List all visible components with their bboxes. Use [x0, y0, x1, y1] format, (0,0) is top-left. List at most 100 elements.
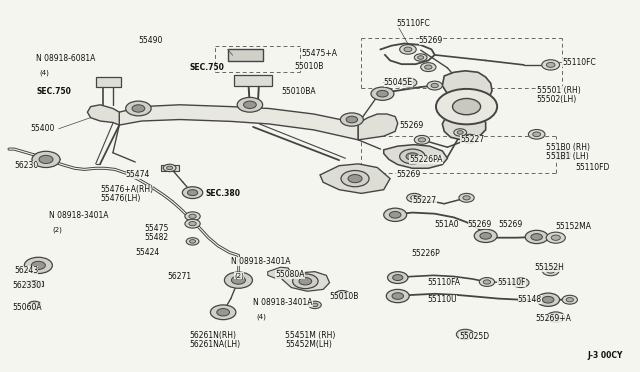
- Text: 56243: 56243: [14, 266, 38, 275]
- Text: 55269: 55269: [468, 220, 492, 229]
- Circle shape: [414, 135, 429, 144]
- Circle shape: [532, 132, 541, 137]
- Text: 551A0: 551A0: [435, 220, 460, 229]
- Circle shape: [547, 62, 555, 67]
- Circle shape: [431, 83, 438, 88]
- Text: 55269: 55269: [399, 121, 424, 129]
- Text: J-3 00CY: J-3 00CY: [588, 350, 623, 360]
- Circle shape: [335, 291, 350, 299]
- Text: 55010B: 55010B: [294, 61, 324, 71]
- Text: 56261N(RH): 56261N(RH): [189, 331, 236, 340]
- Circle shape: [483, 280, 491, 284]
- Circle shape: [390, 211, 401, 218]
- Circle shape: [474, 229, 497, 243]
- Text: 55110FA: 55110FA: [427, 278, 460, 287]
- Circle shape: [554, 150, 570, 160]
- Circle shape: [463, 196, 470, 200]
- Text: 55269: 55269: [499, 220, 523, 229]
- Text: (2): (2): [234, 272, 244, 279]
- Circle shape: [457, 131, 463, 134]
- Text: N 08918-6081A: N 08918-6081A: [36, 54, 96, 63]
- Text: 55152MA: 55152MA: [556, 222, 592, 231]
- Text: 55476(LH): 55476(LH): [100, 195, 141, 203]
- Circle shape: [182, 187, 203, 199]
- Circle shape: [542, 296, 554, 303]
- Circle shape: [419, 138, 426, 142]
- Polygon shape: [234, 75, 272, 86]
- Circle shape: [346, 116, 358, 123]
- Circle shape: [466, 137, 474, 141]
- Text: 55226P: 55226P: [412, 249, 440, 258]
- Circle shape: [371, 87, 394, 100]
- Circle shape: [411, 196, 418, 200]
- Polygon shape: [228, 49, 262, 61]
- Circle shape: [232, 276, 246, 284]
- Circle shape: [542, 266, 559, 276]
- Text: N 08918-3401A: N 08918-3401A: [231, 257, 291, 266]
- Text: 55110U: 55110U: [427, 295, 457, 304]
- Circle shape: [189, 240, 196, 243]
- Circle shape: [414, 54, 427, 61]
- Text: 55227: 55227: [412, 196, 436, 205]
- Circle shape: [185, 212, 200, 221]
- Circle shape: [513, 278, 529, 288]
- Text: 55110FC: 55110FC: [562, 58, 596, 67]
- Circle shape: [28, 301, 41, 309]
- Text: 55060A: 55060A: [13, 303, 42, 312]
- Polygon shape: [119, 105, 358, 140]
- Circle shape: [462, 134, 477, 143]
- Text: 55482: 55482: [145, 233, 169, 242]
- Text: N 08918-3401A: N 08918-3401A: [253, 298, 312, 307]
- Circle shape: [392, 293, 403, 299]
- Circle shape: [292, 274, 318, 289]
- Text: 55269+A: 55269+A: [536, 314, 572, 323]
- Text: 55502(LH): 55502(LH): [537, 95, 577, 104]
- Text: 55025D: 55025D: [459, 332, 489, 341]
- Text: 55269: 55269: [396, 170, 420, 179]
- Text: 56261NA(LH): 56261NA(LH): [189, 340, 241, 349]
- Circle shape: [427, 81, 442, 90]
- Polygon shape: [384, 145, 447, 168]
- Polygon shape: [358, 114, 397, 140]
- Text: 55226PA: 55226PA: [409, 155, 443, 164]
- Circle shape: [186, 238, 199, 245]
- Circle shape: [436, 89, 497, 124]
- Circle shape: [340, 113, 364, 126]
- Circle shape: [552, 315, 560, 320]
- Text: 55010B: 55010B: [330, 292, 359, 301]
- Circle shape: [244, 101, 256, 109]
- Text: 55475+A: 55475+A: [301, 49, 337, 58]
- Polygon shape: [282, 272, 330, 291]
- Text: (4): (4): [40, 70, 49, 76]
- Circle shape: [225, 272, 252, 288]
- Circle shape: [406, 153, 419, 160]
- Circle shape: [166, 166, 173, 170]
- Text: (2): (2): [52, 226, 62, 233]
- Text: 55045E: 55045E: [384, 78, 413, 87]
- Text: 55152H: 55152H: [534, 263, 564, 272]
- Text: 55501 (RH): 55501 (RH): [537, 86, 580, 94]
- Circle shape: [348, 174, 362, 183]
- Circle shape: [546, 232, 565, 243]
- Text: 56271: 56271: [167, 272, 191, 281]
- Polygon shape: [268, 267, 291, 278]
- Circle shape: [454, 129, 467, 136]
- Circle shape: [211, 305, 236, 320]
- Circle shape: [547, 312, 564, 322]
- Text: 562330: 562330: [13, 281, 42, 290]
- Text: 55490: 55490: [138, 36, 163, 45]
- Circle shape: [387, 289, 409, 303]
- Circle shape: [32, 151, 60, 167]
- Circle shape: [479, 278, 495, 286]
- Circle shape: [31, 261, 45, 269]
- Circle shape: [531, 234, 542, 240]
- Circle shape: [217, 309, 230, 316]
- Text: 55227: 55227: [460, 135, 484, 144]
- Circle shape: [420, 62, 436, 71]
- Polygon shape: [161, 164, 179, 171]
- Text: 55110F: 55110F: [497, 278, 525, 287]
- Circle shape: [418, 56, 424, 59]
- Circle shape: [339, 293, 346, 297]
- Polygon shape: [442, 71, 492, 140]
- Circle shape: [125, 101, 151, 116]
